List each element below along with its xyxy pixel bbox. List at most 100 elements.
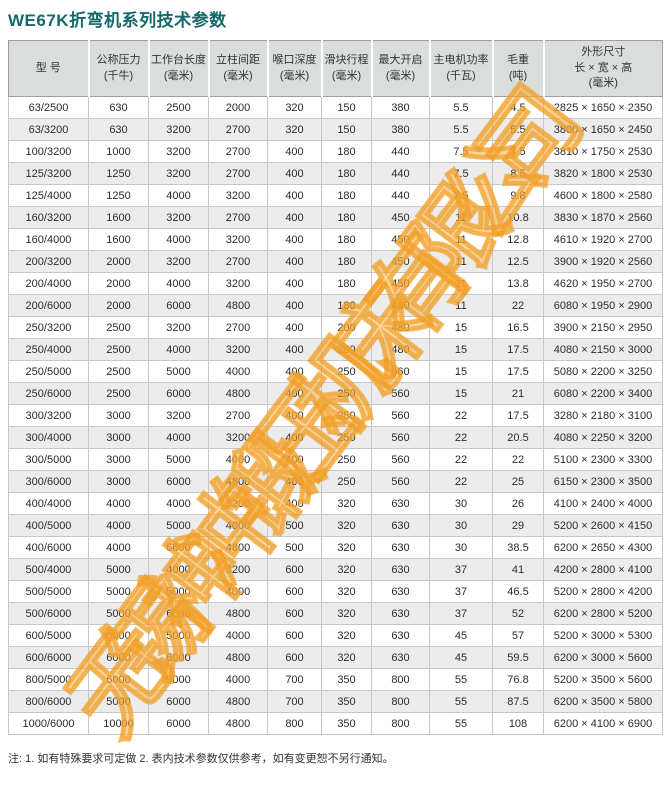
table-cell: 6000 [148, 382, 209, 405]
table-cell: 5000 [148, 514, 209, 537]
table-cell: 4800 [208, 712, 268, 735]
table-cell: 17.5 [492, 360, 544, 383]
table-cell: 560 [371, 426, 430, 449]
table-cell: 6200 × 3500 × 5800 [543, 690, 663, 713]
model-cell: 500/6000 [8, 602, 89, 625]
table-cell: 350 [321, 690, 372, 713]
table-cell: 2700 [208, 140, 268, 163]
table-cell: 400 [267, 140, 322, 163]
table-cell: 2700 [208, 404, 268, 427]
table-row: 500/6000 5000 6000 4800 600 320 630 37 52 6200 × … [8, 602, 663, 625]
table-cell: 6000 [88, 624, 149, 647]
table-cell: 400 [267, 360, 322, 383]
table-cell: 180 [321, 206, 372, 229]
table-cell: 3200 [148, 316, 209, 339]
table-cell: 400 [267, 316, 322, 339]
table-cell: 6000 [88, 668, 149, 691]
table-cell: 6000 [148, 646, 209, 669]
table-cell: 52 [492, 602, 544, 625]
model-cell: 1000/6000 [8, 712, 89, 735]
table-cell: 15 [429, 360, 493, 383]
model-cell: 300/4000 [8, 426, 89, 449]
table-row: 400/5000 4000 5000 4000 500 320 630 30 29 5200 × … [8, 514, 663, 537]
table-row: 250/5000 2500 5000 4000 400 250 560 15 17.5 5080 … [8, 360, 663, 383]
table-row: 1000/6000 10000 6000 4800 800 350 800 55 108 6200… [8, 712, 663, 735]
table-header-cell-4: 喉口深度 (毫米) [267, 40, 323, 97]
table-cell: 4000 [88, 536, 149, 559]
table-cell: 5000 [88, 690, 149, 713]
table-cell: 400 [267, 162, 322, 185]
model-cell: 800/6000 [8, 690, 89, 713]
table-cell: 180 [321, 228, 372, 251]
table-row: 300/6000 3000 6000 4800 400 250 560 22 25 6150 × … [8, 470, 663, 493]
table-cell: 400 [267, 426, 322, 449]
table-cell: 1250 [88, 162, 149, 185]
table-cell: 55 [429, 712, 493, 735]
table-cell: 5100 × 2300 × 3300 [543, 448, 663, 471]
model-cell: 300/5000 [8, 448, 89, 471]
table-cell: 76.8 [492, 668, 544, 691]
table-cell: 5.5 [429, 118, 493, 141]
table-cell: 4620 × 1950 × 2700 [543, 272, 663, 295]
table-cell: 6000 [148, 536, 209, 559]
table-cell: 3800 × 1650 × 2450 [543, 118, 663, 141]
table-header-cell-8: 毛重 (吨) [492, 40, 545, 97]
model-cell: 63/2500 [8, 96, 89, 119]
table-cell: 11 [429, 206, 493, 229]
table-cell: 630 [371, 514, 430, 537]
table-cell: 630 [371, 602, 430, 625]
table-cell: 320 [321, 514, 372, 537]
table-cell: 480 [371, 294, 430, 317]
table-cell: 11 [429, 294, 493, 317]
table-cell: 17.5 [492, 338, 544, 361]
table-cell: 30 [429, 514, 493, 537]
table-cell: 250 [321, 426, 372, 449]
page-title: WE67K折弯机系列技术参数 [8, 11, 227, 30]
table-cell: 320 [321, 624, 372, 647]
table-header-cell-2: 工作台长度 (毫米) [148, 40, 210, 97]
table-cell: 20.5 [492, 426, 544, 449]
model-cell: 400/4000 [8, 492, 89, 515]
table-cell: 400 [267, 294, 322, 317]
model-cell: 800/5000 [8, 668, 89, 691]
table-cell: 400 [267, 228, 322, 251]
table-cell: 29 [492, 514, 544, 537]
table-cell: 440 [371, 184, 430, 207]
model-cell: 250/6000 [8, 382, 89, 405]
table-cell: 41 [492, 558, 544, 581]
table-cell: 800 [371, 690, 430, 713]
table-header-cell-9: 外形尺寸长 × 宽 × 高 (毫米) [543, 40, 663, 97]
table-cell: 2500 [148, 96, 209, 119]
table-cell: 4000 [208, 448, 268, 471]
table-cell: 4.5 [492, 96, 544, 119]
table-cell: 6080 × 2200 × 3400 [543, 382, 663, 405]
table-cell: 3900 × 2150 × 2950 [543, 316, 663, 339]
table-cell: 4000 [208, 580, 268, 603]
table-cell: 30 [429, 492, 493, 515]
table-cell: 4610 × 1920 × 2700 [543, 228, 663, 251]
table-row: 500/5000 5000 5000 4000 600 320 630 37 46.5 5200 … [8, 580, 663, 603]
table-cell: 3900 × 1920 × 2560 [543, 250, 663, 273]
table-cell: 3000 [88, 404, 149, 427]
table-cell: 4000 [148, 184, 209, 207]
table-cell: 4600 × 1800 × 2580 [543, 184, 663, 207]
table-cell: 4000 [148, 338, 209, 361]
table-cell: 3200 [148, 118, 209, 141]
table-cell: 800 [371, 712, 430, 735]
model-cell: 125/3200 [8, 162, 89, 185]
table-cell: 3000 [88, 470, 149, 493]
model-cell: 500/5000 [8, 580, 89, 603]
table-cell: 2825 × 1650 × 2350 [543, 96, 663, 119]
table-cell: 630 [371, 536, 430, 559]
table-cell: 5000 [148, 580, 209, 603]
table-row: 800/6000 5000 6000 4800 700 350 800 55 87.5 6200 … [8, 690, 663, 713]
table-cell: 440 [371, 162, 430, 185]
table-cell: 480 [371, 338, 430, 361]
table-cell: 21 [492, 382, 544, 405]
table-cell: 320 [267, 118, 322, 141]
table-cell: 320 [321, 536, 372, 559]
table-cell: 7.5 [492, 140, 544, 163]
table-cell: 57 [492, 624, 544, 647]
table-cell: 6000 [148, 294, 209, 317]
table-cell: 22 [429, 404, 493, 427]
